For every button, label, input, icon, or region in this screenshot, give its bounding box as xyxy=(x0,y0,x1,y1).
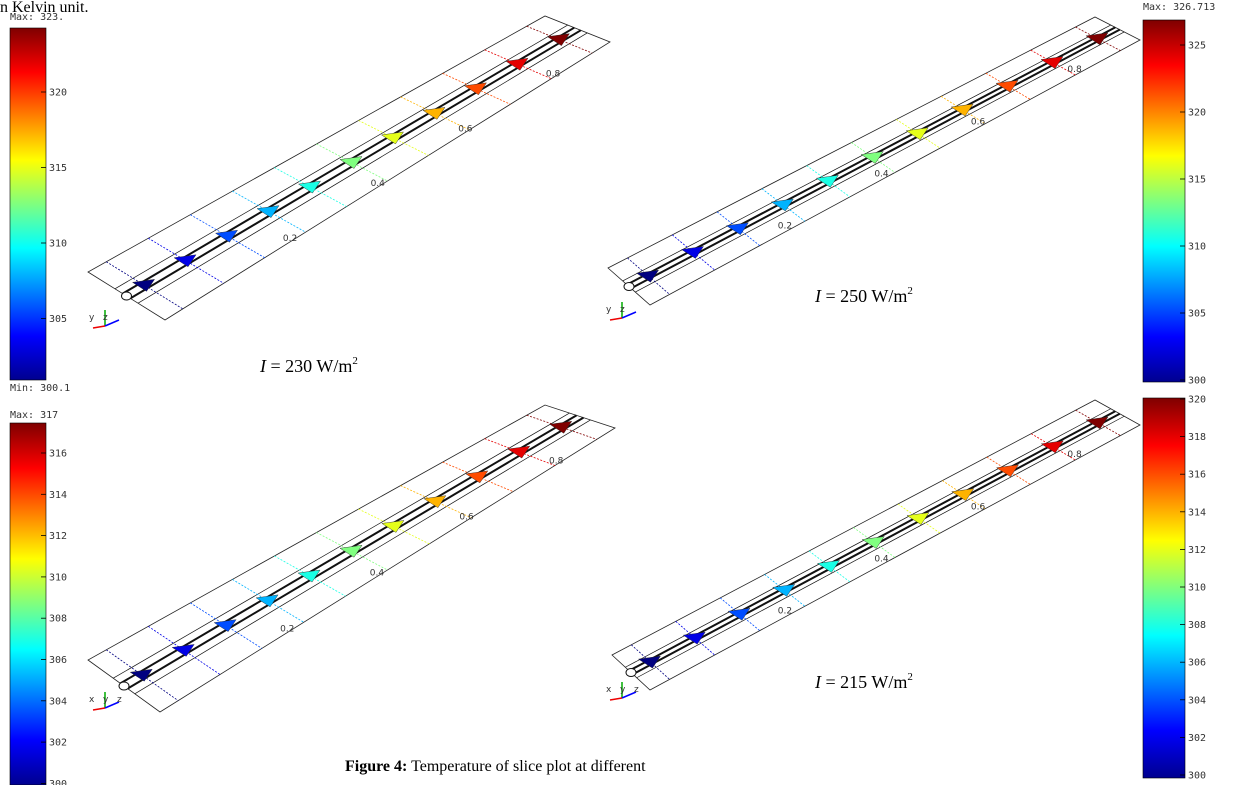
panel: Max: 323. Min: 300.1 320 315 310 305 0.2 0.4 0.6… xyxy=(10,12,610,394)
colorbar-tick-label: 302 xyxy=(1188,733,1206,744)
tube xyxy=(135,420,591,694)
colorbar-tick-label: 310 xyxy=(1188,242,1206,253)
colorbar-max: Max: 326.713 xyxy=(1143,2,1215,13)
tube-end xyxy=(119,682,129,690)
intensity-sup: 2 xyxy=(907,671,913,683)
panel: 320 318 316 314 312 310 308 306 304 302 300 0.2 0.4 0… xyxy=(606,395,1206,782)
colorbar-tick-label: 320 xyxy=(1188,395,1206,406)
triad-label: y xyxy=(620,685,626,695)
axis-tick-label: 0.2 xyxy=(778,607,792,617)
colorbar-max: Max: 323. xyxy=(10,12,64,23)
triad-axis xyxy=(93,326,105,328)
caption-text: Temperature of slice plot at different xyxy=(407,758,646,775)
triad-label: z xyxy=(103,313,108,323)
intensity-text: = 250 W/m xyxy=(821,286,907,306)
triad-axis xyxy=(610,318,622,320)
colorbar-tick-label: 315 xyxy=(1188,175,1206,186)
triad-label: x xyxy=(606,685,612,695)
colorbar-tick-label: 312 xyxy=(1188,545,1206,556)
tube xyxy=(138,33,587,303)
colorbar-tick-label: 304 xyxy=(49,696,67,707)
colorbar-tick-label: 306 xyxy=(1188,658,1206,669)
triad-label: y xyxy=(89,313,95,323)
colorbar-tick-label: 308 xyxy=(49,614,67,625)
axis-tick-label: 0.8 xyxy=(549,457,564,467)
colorbar-tick-label: 314 xyxy=(49,490,67,501)
colorbar-tick-label: 300 xyxy=(49,779,67,785)
colorbar-tick-label: 310 xyxy=(49,572,67,583)
colorbar xyxy=(10,423,46,785)
axis-tick-label: 0.8 xyxy=(1067,450,1082,460)
triad-label: z xyxy=(634,685,639,695)
triad-label: y xyxy=(103,695,109,705)
colorbar-tick-label: 316 xyxy=(49,449,67,460)
tube-end xyxy=(626,669,636,677)
axis-tick-label: 0.2 xyxy=(283,234,297,244)
colorbar-tick-label: 305 xyxy=(1188,309,1206,320)
colorbar-tick-label: 304 xyxy=(1188,695,1206,706)
colorbar-tick-label: 305 xyxy=(49,314,67,325)
axis-tick-label: 0.6 xyxy=(459,513,474,523)
axis-tick-label: 0.2 xyxy=(280,625,294,635)
colorbar xyxy=(1143,398,1185,778)
colorbar-tick-label: 318 xyxy=(1188,432,1206,443)
triad-label: y xyxy=(606,305,612,315)
colorbar-tick-label: 308 xyxy=(1188,620,1206,631)
axis-tick-label: 0.8 xyxy=(546,70,561,80)
triad-axis xyxy=(610,698,622,700)
colorbar-tick-label: 314 xyxy=(1188,507,1206,518)
intensity-label: I = 215 W/m2 xyxy=(814,671,913,692)
colorbar-tick-label: 320 xyxy=(1188,108,1206,119)
intensity-sup: 2 xyxy=(907,285,913,297)
axis-tick-label: 0.4 xyxy=(371,179,386,189)
axis-tick-label: 0.4 xyxy=(874,169,889,179)
colorbar-tick-label: 302 xyxy=(49,738,67,749)
intensity-label: I = 250 W/m2 xyxy=(814,285,913,306)
colorbar-tick-label: 310 xyxy=(49,239,67,250)
triad-axis xyxy=(93,708,105,710)
colorbar-tick-label: 310 xyxy=(1188,583,1206,594)
axis-tick-label: 0.8 xyxy=(1067,65,1082,75)
colorbar-tick-label: 306 xyxy=(49,655,67,666)
intensity-text: = 215 W/m xyxy=(821,672,907,692)
figure: n Kelvin unit. Figure 4: Temperature of … xyxy=(0,0,1243,785)
colorbar-tick-label: 316 xyxy=(1188,470,1206,481)
axis-tick-label: 0.6 xyxy=(971,117,986,127)
axis-tick-label: 0.4 xyxy=(370,569,385,579)
panel: Max: 326.713 325 320 315 310 305 300 0.2 0.4 0.6 0… xyxy=(606,2,1215,387)
colorbar xyxy=(10,28,46,380)
tube-end xyxy=(624,283,634,291)
intensity-label: I = 230 W/m2 xyxy=(259,355,358,376)
colorbar xyxy=(1143,20,1185,382)
colorbar-max: Max: 317 xyxy=(10,410,58,421)
axis-tick-label: 0.6 xyxy=(458,124,473,134)
triad-label: x xyxy=(89,695,95,705)
triad-label: z xyxy=(117,695,122,705)
caption: Figure 4: Temperature of slice plot at d… xyxy=(345,758,646,775)
panel: Max: 317 316 314 312 310 308 306 304 302 300 0.2 0.… xyxy=(10,405,615,785)
intensity-text: = 230 W/m xyxy=(266,356,352,376)
colorbar-tick-label: 300 xyxy=(1188,376,1206,387)
triad-label: z xyxy=(620,305,625,315)
colorbar-tick-label: 300 xyxy=(1188,771,1206,782)
caption-label: Figure 4: xyxy=(345,758,407,775)
axis-tick-label: 0.6 xyxy=(971,502,986,512)
tube xyxy=(635,32,1124,292)
colorbar-tick-label: 325 xyxy=(1188,41,1206,52)
colorbar-tick-label: 320 xyxy=(49,88,67,99)
colorbar-tick-label: 315 xyxy=(49,163,67,174)
axis-tick-label: 0.4 xyxy=(874,554,889,564)
intensity-sup: 2 xyxy=(352,355,358,367)
tube-end xyxy=(122,292,132,300)
colorbar-tick-label: 312 xyxy=(49,531,67,542)
colorbar-min: Min: 300.1 xyxy=(10,383,70,394)
axis-tick-label: 0.2 xyxy=(778,222,792,232)
